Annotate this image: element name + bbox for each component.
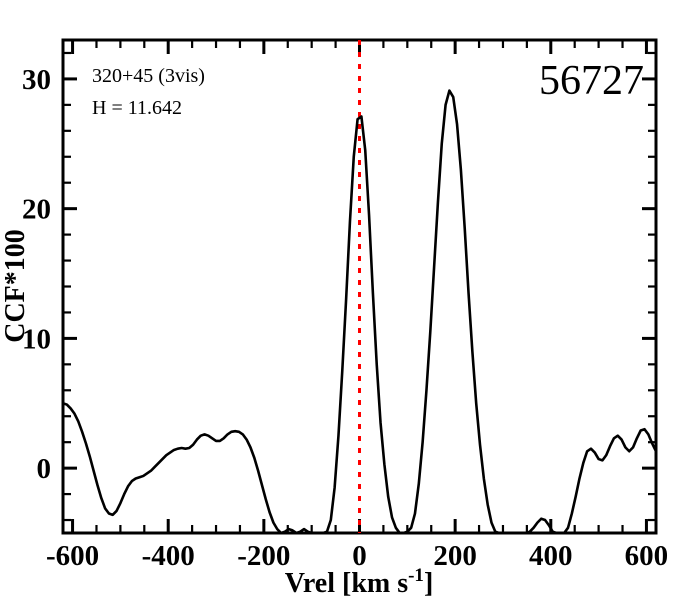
y-tick-label: 10 [22,323,51,355]
major-tick-group [63,40,656,533]
ccf-data-curve [64,89,655,532]
x-tick-label: 200 [433,540,477,572]
x-tick-label-group: -600 -400 -200 0 200 400 600 [46,540,668,572]
y-tick-label: 30 [22,64,51,96]
y-tick-label: 0 [37,453,52,485]
epoch-label: 56727 [539,58,644,104]
x-axis-title: Vrel [km s-1] [285,565,434,599]
y-tick-label: 20 [22,194,51,226]
x-tick-label: -200 [237,540,290,572]
target-annotation: 320+45 (3vis) [92,65,205,87]
magnitude-annotation: H = 11.642 [92,97,182,119]
x-tick-label: -600 [46,540,99,572]
y-tick-label-group: 0 10 20 30 [22,64,51,485]
x-tick-label: -400 [142,540,195,572]
y-axis-title: CCF*100 [0,229,31,343]
x-tick-label: 600 [625,540,669,572]
x-tick-label: 0 [352,540,367,572]
x-tick-label: 400 [529,540,573,572]
